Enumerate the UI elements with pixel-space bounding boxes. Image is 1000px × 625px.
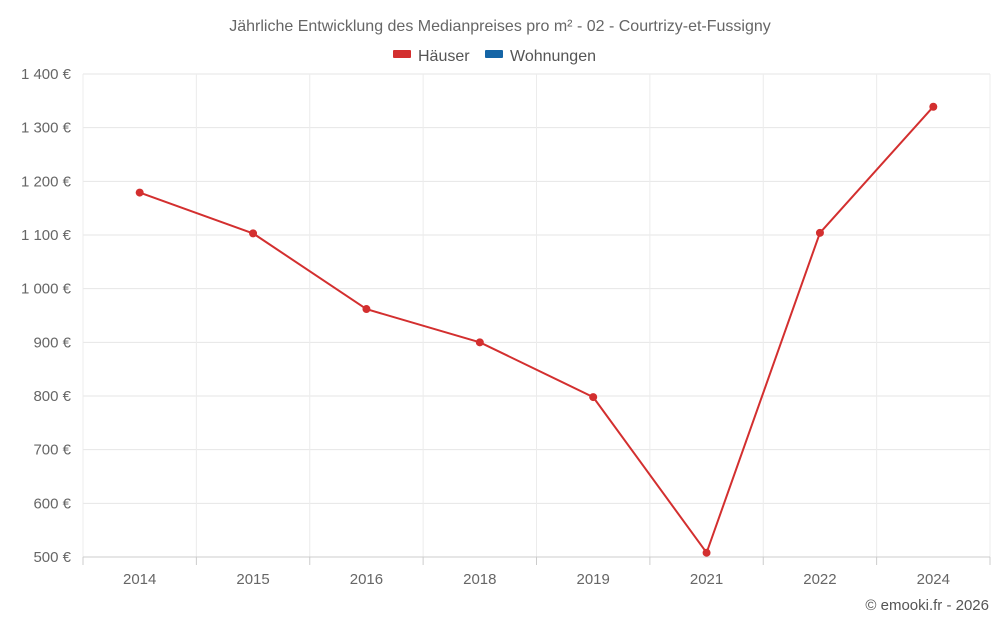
x-tick-label: 2021 (690, 571, 723, 588)
y-tick-label: 500 € (33, 549, 71, 566)
x-tick-label: 2014 (123, 571, 156, 588)
legend-label-haeuser: Häuser (418, 48, 470, 65)
y-tick-label: 1 300 € (21, 120, 72, 137)
data-point[interactable] (135, 188, 144, 197)
legend-label-wohnungen: Wohnungen (510, 48, 596, 65)
series-haeuser (135, 102, 938, 557)
x-tick-label: 2019 (577, 571, 610, 588)
data-point[interactable] (589, 393, 598, 402)
y-tick-label: 1 000 € (21, 281, 72, 298)
legend-item-wohnungen[interactable]: Wohnungen (485, 48, 596, 65)
x-tick-label: 2018 (463, 571, 496, 588)
grid-lines (82, 73, 991, 557)
data-point[interactable] (475, 338, 484, 347)
data-point[interactable] (362, 305, 371, 314)
x-tick-label: 2016 (350, 571, 383, 588)
x-axis-tick-labels: 2014 2015 2016 2018 2019 2021 2022 2024 (123, 571, 950, 588)
y-tick-label: 1 200 € (21, 173, 72, 190)
data-point[interactable] (702, 548, 711, 557)
legend-swatch-haeuser (393, 50, 411, 58)
series-line (139, 106, 935, 554)
data-point[interactable] (815, 228, 824, 237)
legend: Häuser Wohnungen (393, 48, 596, 65)
legend-swatch-wohnungen (485, 50, 503, 58)
credit-text: © emooki.fr - 2026 (865, 597, 989, 614)
y-tick-label: 800 € (33, 388, 71, 405)
x-tick-label: 2024 (917, 571, 950, 588)
y-tick-label: 1 100 € (21, 227, 72, 244)
legend-item-haeuser[interactable]: Häuser (393, 48, 470, 65)
data-point[interactable] (249, 229, 258, 238)
y-tick-label: 600 € (33, 495, 71, 512)
y-axis-tick-labels: 500 € 600 € 700 € 800 € 900 € 1 000 € 1 100 € 1… (21, 66, 72, 566)
chart-title: Jährliche Entwicklung des Medianpreises … (229, 18, 771, 35)
x-tick-label: 2015 (236, 571, 269, 588)
y-tick-label: 900 € (33, 334, 71, 351)
y-tick-label: 1 400 € (21, 66, 72, 83)
y-tick-label: 700 € (33, 442, 71, 459)
axes (82, 556, 991, 565)
x-tick-label: 2022 (803, 571, 836, 588)
data-point[interactable] (929, 102, 938, 111)
